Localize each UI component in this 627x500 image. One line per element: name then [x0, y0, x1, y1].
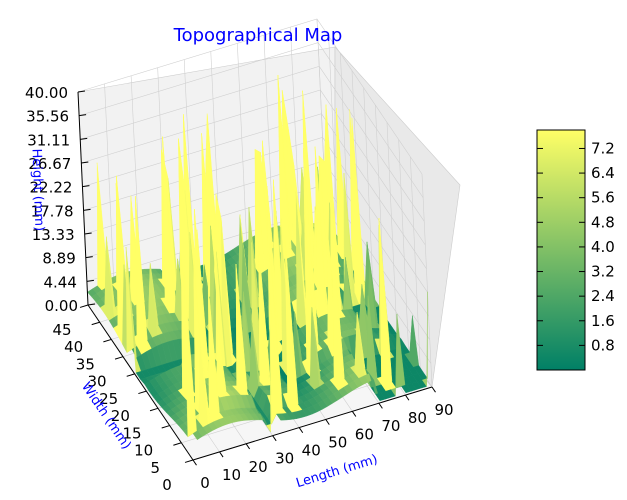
grid-line — [386, 122, 398, 336]
z-tick-mark — [83, 208, 91, 211]
y-tick-label: 30 — [87, 373, 106, 391]
z-tick-mark — [77, 90, 86, 93]
y-tick-mark — [161, 425, 170, 429]
x-tick-label: 10 — [222, 466, 241, 484]
y-tick-mark — [91, 321, 100, 326]
z-tick-mark — [81, 161, 89, 164]
y-tick-label: 10 — [134, 442, 153, 460]
grid-line — [77, 18, 423, 175]
grid-line — [237, 43, 248, 257]
colorbar-tick-label: 2.4 — [591, 287, 615, 305]
y-tick-mark — [184, 459, 194, 463]
z-tick-mark — [85, 256, 93, 259]
colorbar-tick-label: 6.4 — [591, 164, 615, 182]
z-tick-label: 0.00 — [45, 297, 78, 315]
y-tick-label: 35 — [76, 355, 95, 373]
x-tick-mark — [192, 459, 197, 466]
y-axis-line — [87, 304, 194, 461]
x-tick-mark — [245, 443, 251, 450]
x-tick-mark — [272, 435, 277, 442]
y-tick-label: 40 — [64, 338, 83, 356]
y-tick-mark — [173, 442, 182, 446]
x-tick-mark — [351, 411, 357, 417]
x-tick-label: 50 — [328, 433, 347, 451]
colorbar-ticks: 0.8 1.6 2.4 3.2 4.0 4.8 5.6 6.4 7.2 — [537, 139, 615, 354]
y-tick-mark — [79, 304, 89, 308]
y-tick-mark — [126, 373, 135, 377]
z-tick-mark — [79, 114, 87, 117]
x-tick-labels: 0 10 20 30 40 50 60 70 80 90 — [192, 386, 454, 492]
x-tick-label: 80 — [408, 409, 427, 427]
z-tick-label: 40.00 — [25, 84, 68, 102]
x-tick-label: 0 — [200, 474, 210, 492]
x-tick-label: 30 — [275, 450, 294, 468]
x-axis-line — [192, 386, 433, 461]
z-tick-label: 8.89 — [42, 250, 75, 268]
chart-title: Topographical Map — [173, 25, 343, 46]
y-tick-label: 25 — [99, 390, 118, 408]
z-tick-label: 4.44 — [43, 273, 76, 291]
z-axis-label: Height (mm) — [29, 148, 47, 231]
grid-line — [80, 65, 425, 222]
z-tick-label: 22.22 — [29, 179, 72, 197]
z-axis-line — [77, 91, 89, 306]
x-tick-label: 40 — [302, 442, 321, 460]
y-tick-label: 20 — [111, 407, 130, 425]
grid-line — [410, 156, 421, 370]
x-tick-label: 60 — [355, 425, 374, 443]
y-tick-mark — [103, 338, 112, 343]
y-tick-label: 45 — [52, 321, 71, 339]
x-tick-mark — [431, 386, 436, 393]
colorbar-tick-label: 7.2 — [591, 139, 615, 157]
grid-line — [363, 87, 374, 301]
x-tick-mark — [325, 419, 330, 425]
grid-line — [263, 35, 275, 249]
z-tick-label: 17.78 — [31, 202, 74, 220]
grid-line — [398, 139, 409, 353]
colorbar-tick-label: 3.2 — [591, 263, 615, 281]
x-tick-label: 70 — [381, 417, 400, 435]
surface-patch — [421, 291, 428, 388]
y-tick-mark — [114, 356, 124, 360]
z-tick-labels: 0.00 4.44 8.89 13.33 17.78 22.22 26.67 31.11 35.… — [25, 84, 96, 315]
colorbar-tick-label: 1.6 — [591, 312, 615, 330]
grid-line — [81, 89, 426, 246]
surface-plot — [87, 74, 428, 441]
z-tick-mark — [87, 303, 96, 306]
colorbar-tick-label: 5.6 — [591, 189, 615, 207]
z-tick-mark — [82, 185, 90, 188]
grid-line — [79, 42, 424, 198]
x-tick-label: 20 — [249, 458, 268, 476]
colorbar: 0.8 1.6 2.4 3.2 4.0 4.8 5.6 6.4 7.2 — [536, 129, 615, 371]
grid-line — [104, 83, 115, 297]
z-tick-mark — [80, 137, 88, 140]
z-tick-label: 35.56 — [26, 108, 69, 126]
x-tick-mark — [405, 394, 410, 401]
grid-line — [421, 173, 433, 388]
colorbar-tick-label: 4.8 — [591, 213, 615, 231]
x-tick-mark — [219, 451, 224, 458]
z-tick-label: 26.67 — [28, 155, 71, 173]
y-tick-label: 5 — [151, 459, 161, 477]
y-tick-label: 15 — [122, 424, 141, 442]
colorbar-gradient — [536, 129, 586, 371]
x-tick-mark — [298, 427, 304, 434]
axis-lines — [77, 91, 433, 461]
y-tick-mark — [149, 407, 159, 412]
grid-line — [328, 36, 339, 250]
colorbar-tick-label: 4.0 — [591, 238, 615, 256]
z-tick-label: 13.33 — [32, 226, 75, 244]
y-tick-mark — [138, 390, 147, 395]
z-tick-mark — [84, 232, 92, 235]
x-tick-mark — [378, 402, 383, 409]
colorbar-tick-label: 0.8 — [591, 336, 615, 354]
y-tick-label: 0 — [162, 476, 172, 494]
z-tick-label: 31.11 — [27, 131, 70, 149]
x-tick-label: 90 — [434, 401, 453, 419]
z-tick-mark — [86, 279, 94, 282]
